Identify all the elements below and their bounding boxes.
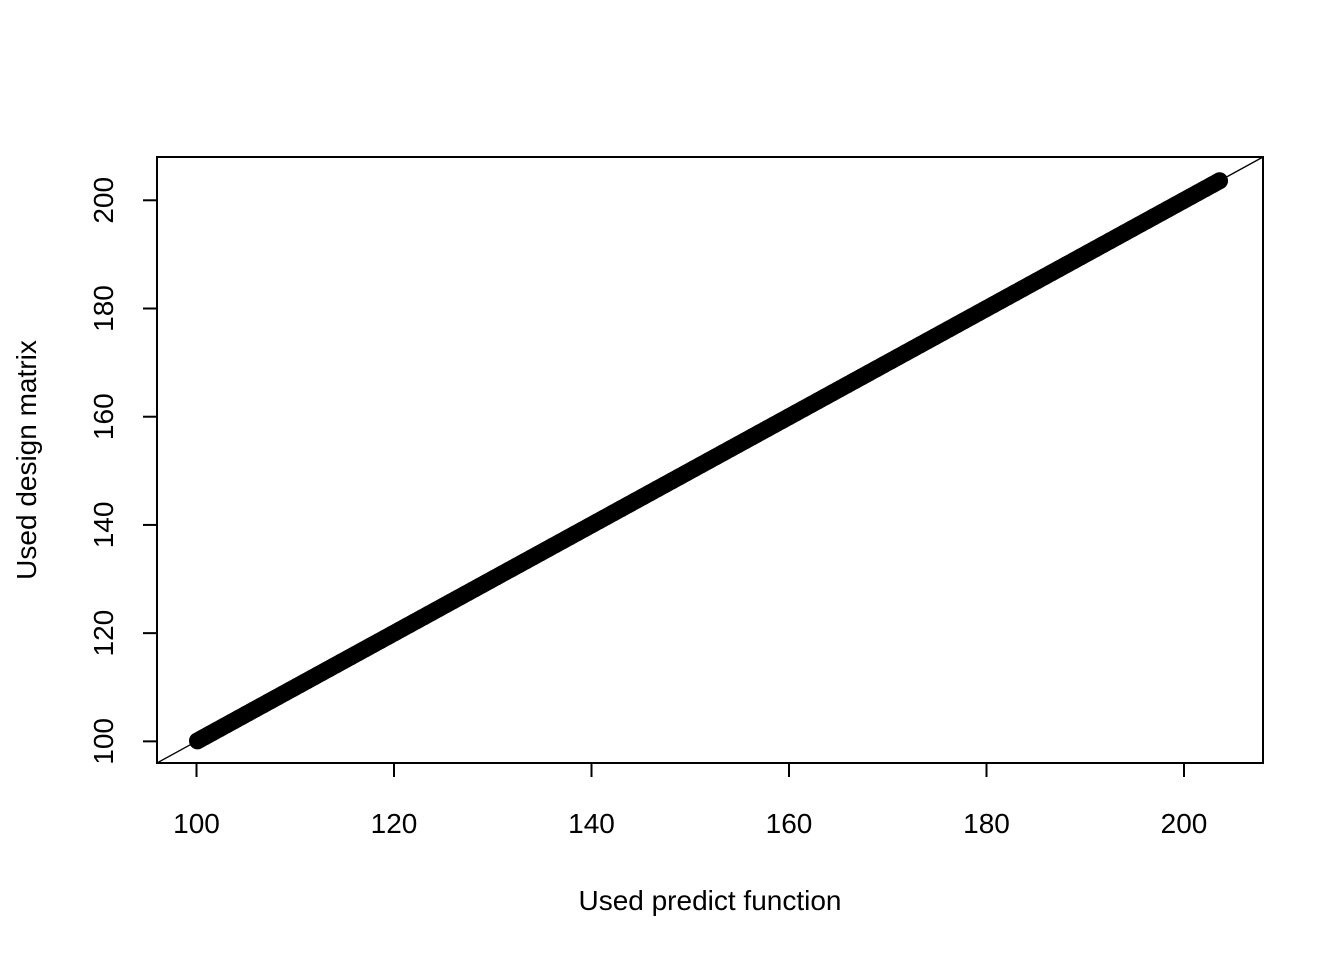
x-tick-label: 200 (1161, 808, 1208, 839)
identity-reference-line (156, 156, 1264, 764)
x-tick-label: 120 (371, 808, 418, 839)
x-tick-label: 140 (568, 808, 615, 839)
data-point (1211, 172, 1229, 190)
x-tick-label: 180 (963, 808, 1010, 839)
y-tick-label: 180 (88, 285, 119, 332)
y-tick-label: 200 (88, 177, 119, 224)
x-tick-label: 160 (766, 808, 813, 839)
y-tick-label: 100 (88, 718, 119, 765)
y-tick-label: 140 (88, 502, 119, 549)
points-layer (188, 172, 1229, 750)
y-axis-label: Used design matrix (11, 340, 42, 580)
y-tick-label: 120 (88, 610, 119, 657)
y-tick-label: 160 (88, 393, 119, 440)
x-axis-label: Used predict function (578, 885, 841, 916)
y-axis: 100 120 140 160 180 200 (88, 177, 158, 765)
x-tick-label: 100 (173, 808, 220, 839)
x-axis: 100 120 140 160 180 200 (173, 762, 1208, 839)
